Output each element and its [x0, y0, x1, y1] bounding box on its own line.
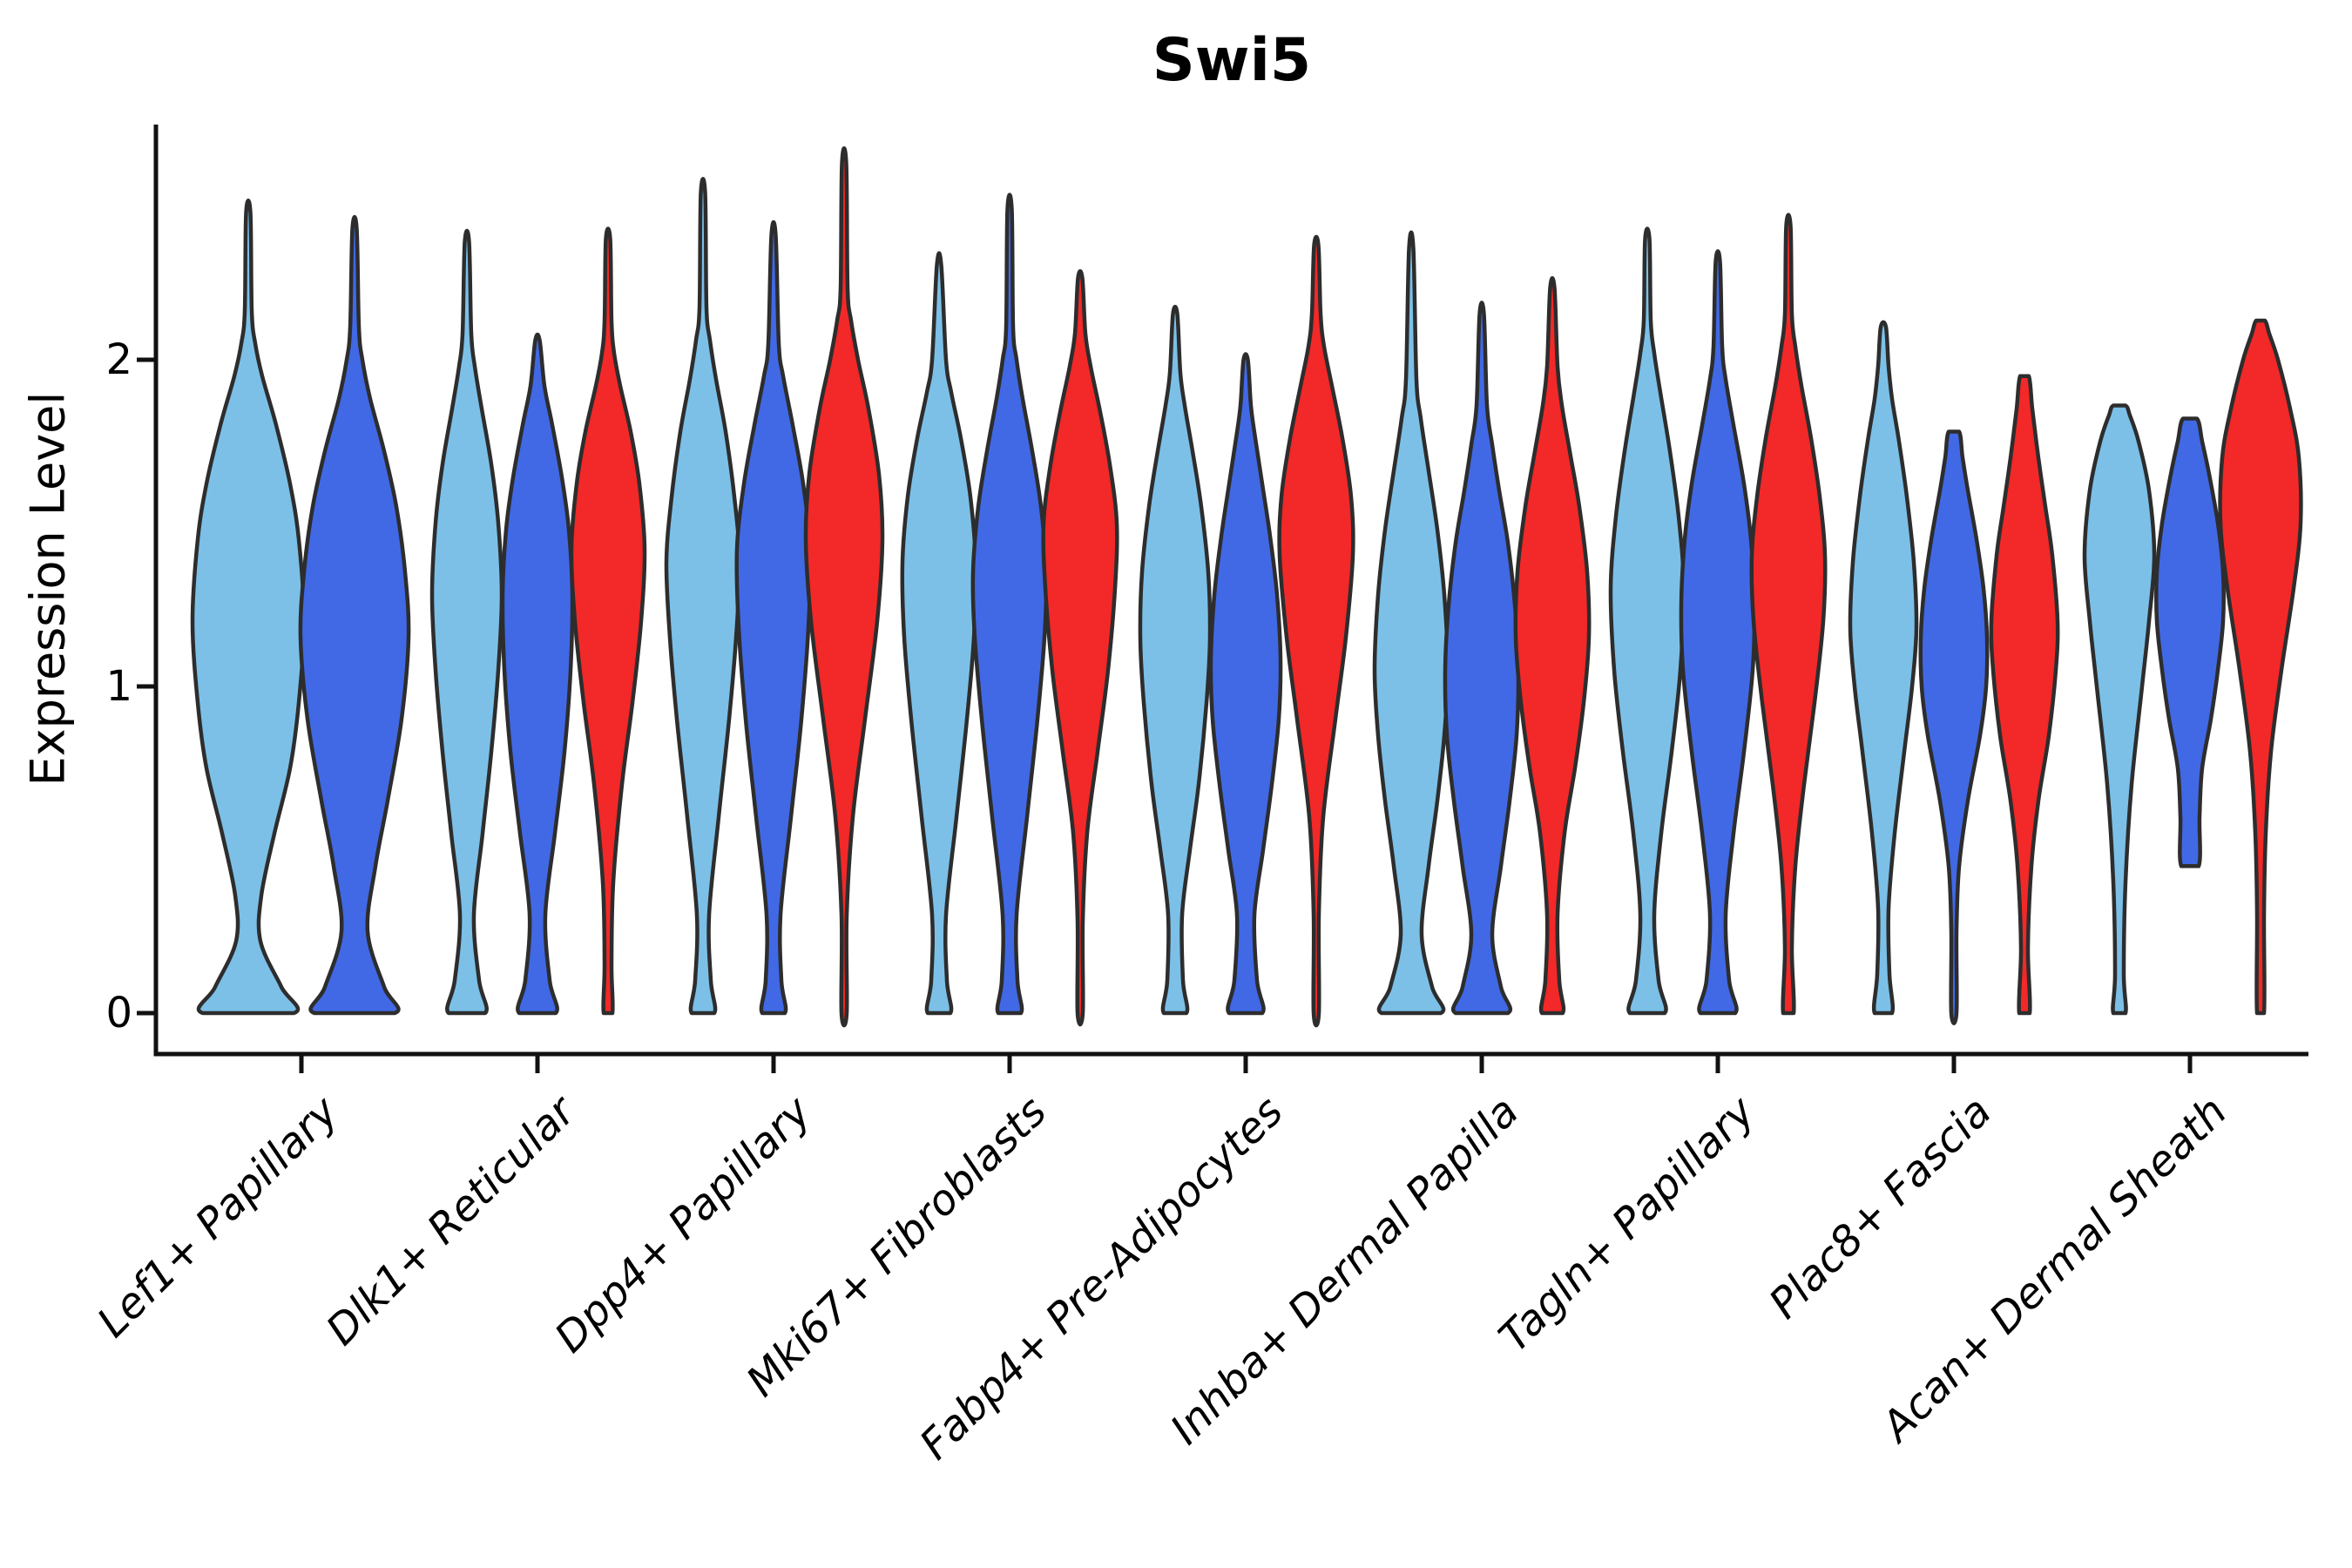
- chart-title: Swi5: [1152, 26, 1312, 95]
- y-tick-label: 1: [105, 662, 132, 711]
- violin-series-3-group-3: [803, 145, 885, 1028]
- violin-series-1-group-8: [1848, 320, 1919, 1016]
- violin-series-1-group-3: [664, 177, 742, 1016]
- violin-series-2-group-8: [1918, 429, 1990, 1025]
- y-tick-label: 0: [105, 989, 132, 1037]
- violin-series-3-group-4: [1041, 269, 1119, 1027]
- violin-series-1-group-2: [429, 228, 504, 1016]
- y-tick-label: 2: [105, 335, 132, 384]
- violin-series-3-group-8: [1989, 374, 2060, 1016]
- violin-series-2-group-5: [1208, 352, 1283, 1016]
- violin-series-2-group-2: [500, 332, 575, 1016]
- violin-series-1-group-4: [900, 251, 978, 1016]
- violin-series-2-group-1: [298, 214, 411, 1016]
- violin-series-3-group-5: [1277, 234, 1355, 1028]
- violin-series-1-group-6: [1372, 230, 1450, 1016]
- y-axis-label: Expression Level: [20, 391, 76, 787]
- violin-series-1-group-5: [1138, 304, 1213, 1016]
- violin-series-3-group-9: [2218, 318, 2303, 1016]
- violin-series-2-group-3: [734, 220, 813, 1016]
- violin-series-1-group-9: [2082, 403, 2157, 1016]
- violin-series-2-group-4: [970, 193, 1049, 1016]
- violin-series-3-group-6: [1513, 276, 1592, 1016]
- violin-series-2-group-7: [1679, 249, 1757, 1016]
- violin-series-3-group-2: [569, 226, 647, 1016]
- violin-series-3-group-7: [1749, 213, 1828, 1016]
- violin-series-1-group-7: [1608, 226, 1686, 1016]
- violin-series-2-group-9: [2154, 416, 2226, 868]
- violin-series-2-group-6: [1443, 301, 1521, 1016]
- violin-series-1-group-1: [190, 198, 307, 1016]
